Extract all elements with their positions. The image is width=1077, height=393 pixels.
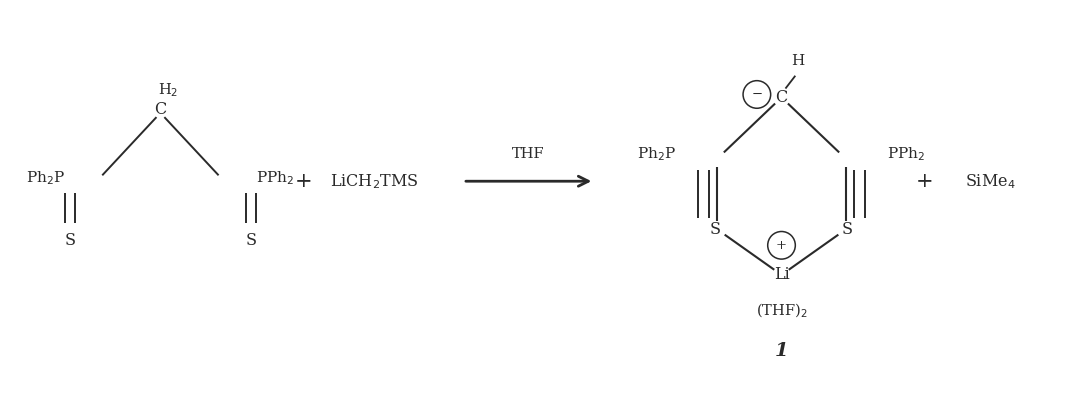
Text: C: C	[154, 101, 167, 118]
Text: S: S	[842, 221, 853, 238]
Text: C: C	[775, 89, 787, 106]
Text: H: H	[792, 54, 805, 68]
Text: SiMe$_4$: SiMe$_4$	[965, 172, 1016, 191]
Text: (THF)$_2$: (THF)$_2$	[756, 301, 808, 320]
Text: LiCH$_2$TMS: LiCH$_2$TMS	[330, 172, 419, 191]
Text: Ph$_2$P: Ph$_2$P	[637, 146, 676, 163]
Text: −: −	[752, 88, 763, 101]
Text: Li: Li	[773, 266, 789, 283]
Text: +: +	[777, 239, 787, 252]
Text: S: S	[246, 232, 256, 249]
Text: +: +	[294, 172, 312, 191]
Text: +: +	[915, 172, 934, 191]
Text: S: S	[65, 232, 75, 249]
Text: PPh$_2$: PPh$_2$	[256, 169, 294, 187]
Text: 1: 1	[774, 342, 788, 360]
Text: H$_2$: H$_2$	[158, 82, 179, 99]
Text: THF: THF	[513, 147, 545, 161]
Text: PPh$_2$: PPh$_2$	[887, 146, 925, 163]
Text: S: S	[710, 221, 721, 238]
Text: Ph$_2$P: Ph$_2$P	[26, 169, 65, 187]
